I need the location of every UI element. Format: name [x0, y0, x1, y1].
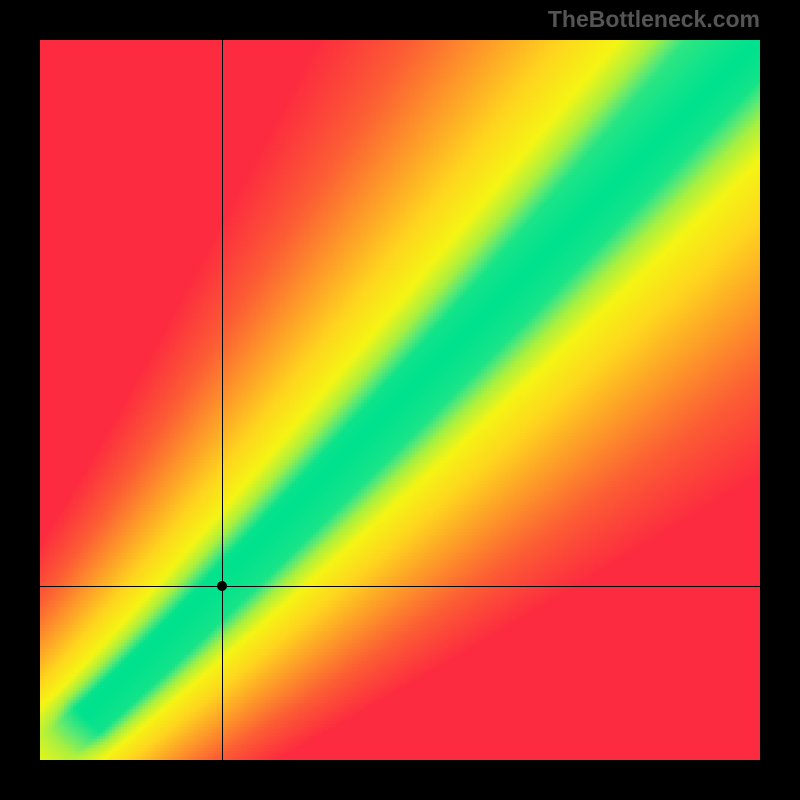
chart-container: TheBottleneck.com	[0, 0, 800, 800]
heatmap-canvas	[40, 40, 760, 760]
watermark-text: TheBottleneck.com	[548, 6, 760, 33]
crosshair-horizontal	[40, 586, 760, 587]
data-point-marker	[217, 581, 227, 591]
crosshair-vertical	[222, 40, 223, 760]
